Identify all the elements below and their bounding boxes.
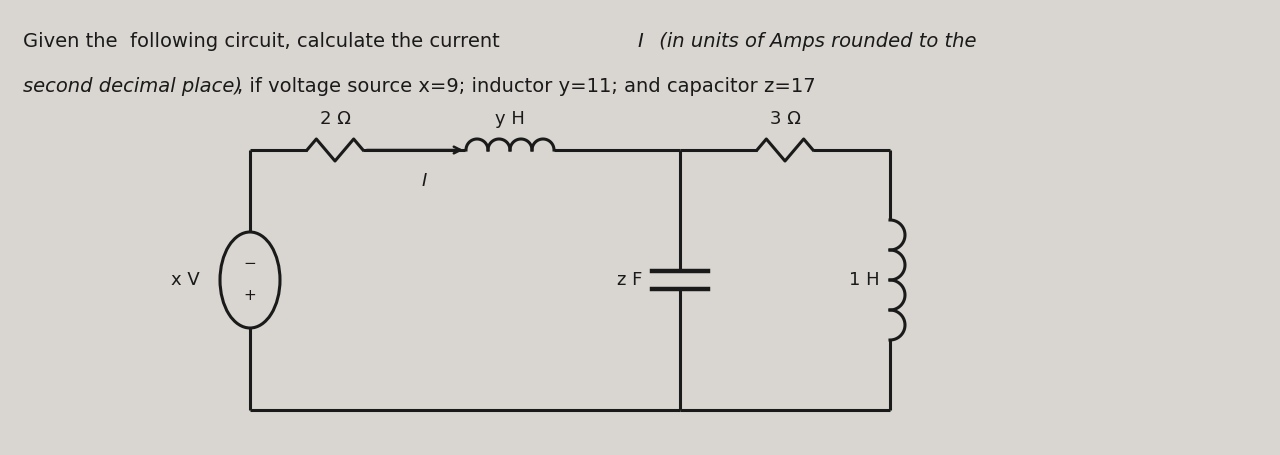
Text: −: − [243, 257, 256, 272]
Text: , if voltage source x=9; inductor y=11; and capacitor z=17: , if voltage source x=9; inductor y=11; … [237, 77, 815, 96]
Text: 3 Ω: 3 Ω [769, 110, 800, 128]
Text: z F: z F [617, 271, 643, 289]
Text: (in units of Amps rounded to the: (in units of Amps rounded to the [653, 32, 977, 51]
Text: Given the  following circuit, calculate the current: Given the following circuit, calculate t… [23, 32, 506, 51]
Text: x V: x V [172, 271, 200, 289]
Text: I: I [637, 32, 643, 51]
Text: second decimal place): second decimal place) [23, 77, 242, 96]
Text: 2 Ω: 2 Ω [320, 110, 351, 128]
Text: I: I [422, 172, 428, 190]
Text: y H: y H [495, 110, 525, 128]
Text: +: + [243, 288, 256, 303]
Text: 1 H: 1 H [850, 271, 881, 289]
